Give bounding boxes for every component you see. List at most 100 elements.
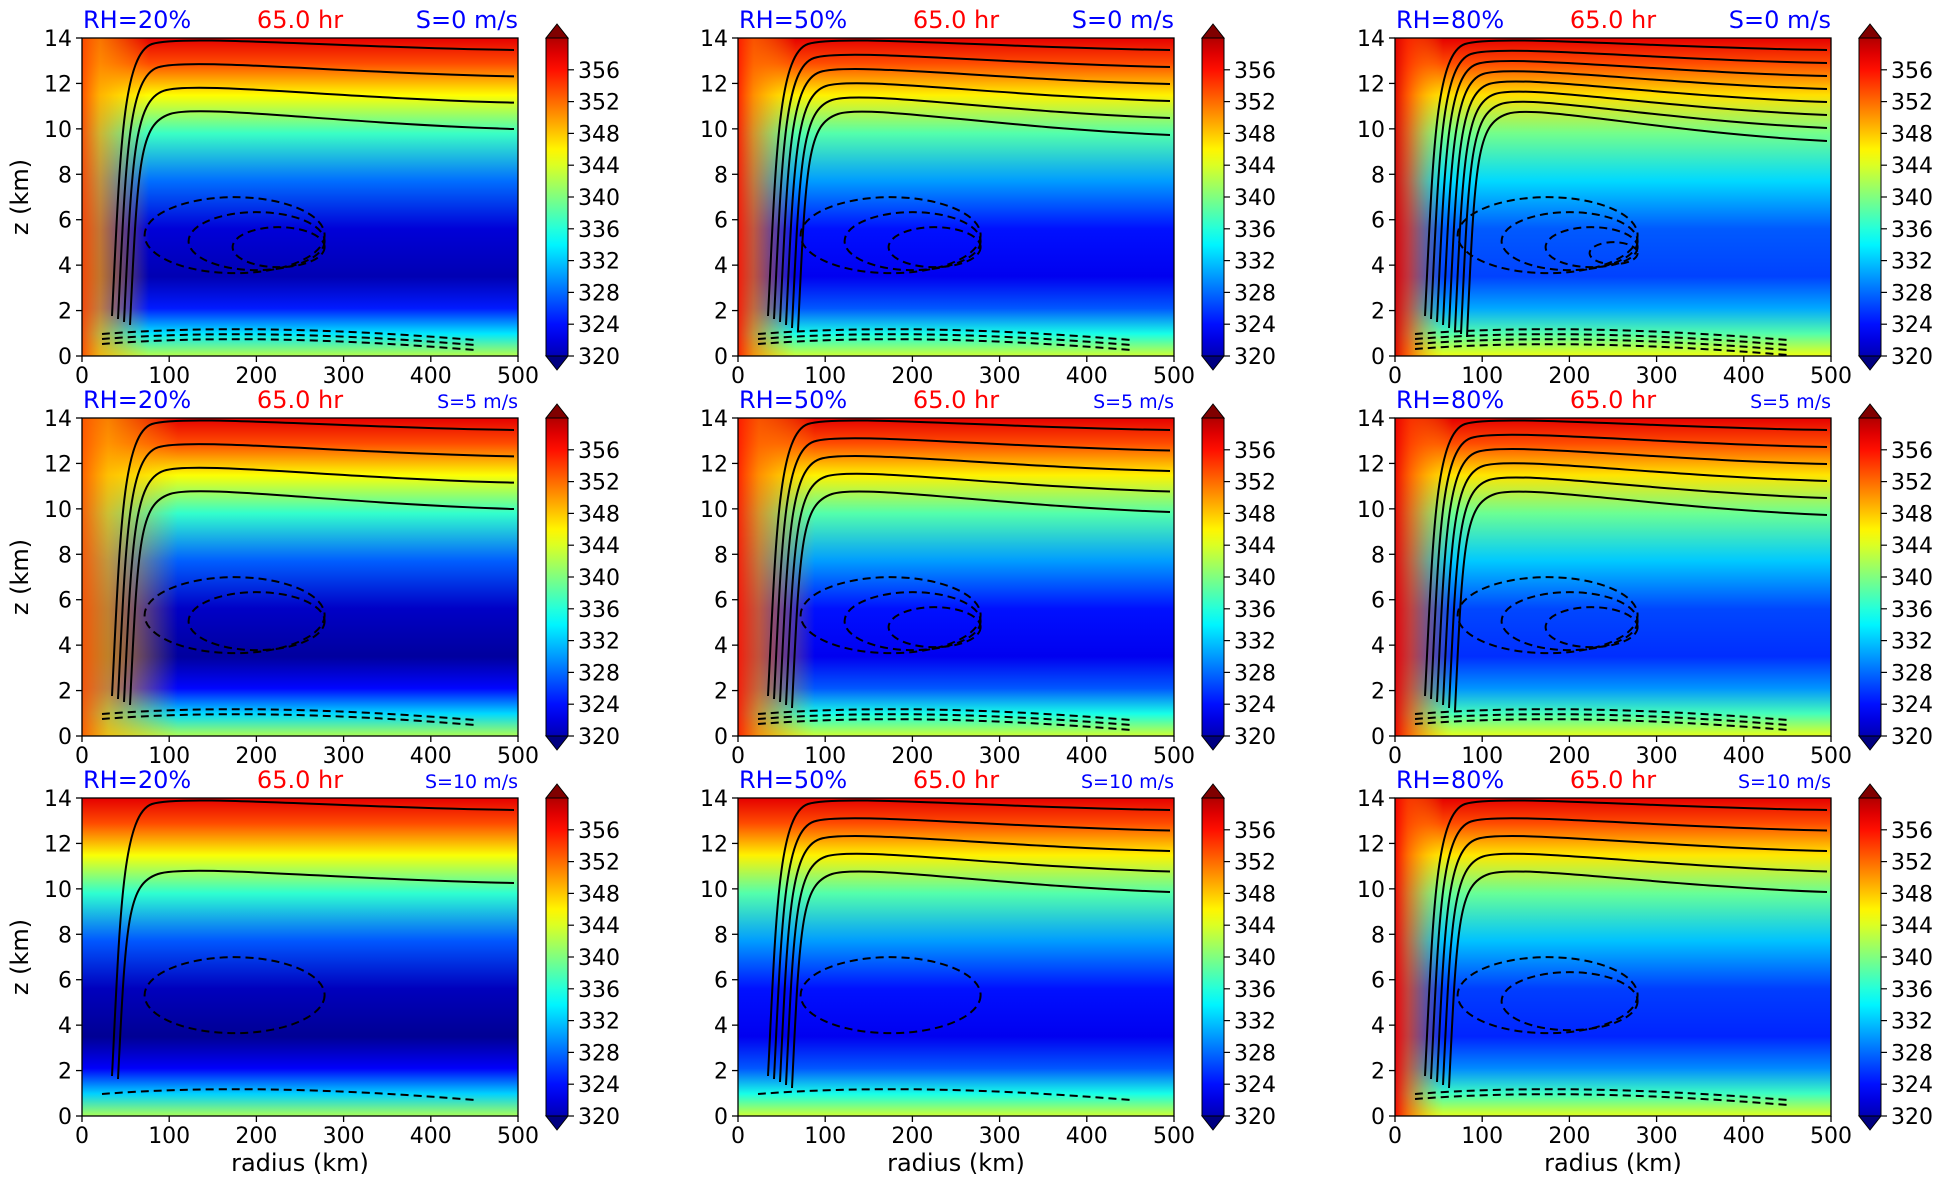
dashed-contour [143, 196, 326, 275]
dashed-contour [101, 713, 475, 726]
dashed-contour [757, 708, 1131, 721]
solid-contour [773, 53, 1171, 320]
colorbar-tick-label: 348 [578, 502, 620, 527]
y-tick-label: 0 [714, 725, 728, 750]
solid-contour [1466, 110, 1828, 338]
solid-contour [1448, 870, 1828, 1089]
warm-core [82, 38, 518, 356]
y-tick-label: 8 [1371, 163, 1385, 188]
dashed-contour [1456, 196, 1639, 275]
dashed-contour [799, 956, 982, 1035]
solid-contour [1442, 70, 1828, 326]
y-axis-label: z (km) [6, 159, 34, 235]
y-tick-label: 8 [1371, 543, 1385, 568]
solid-contour [1448, 476, 1828, 709]
x-tick-label: 0 [75, 744, 89, 769]
colorbar-tick-label: 352 [578, 851, 620, 876]
dashed-contour [1544, 606, 1639, 649]
dashed-contour [101, 1088, 475, 1101]
colorbar-fill [546, 798, 568, 1116]
colorbar-tick-label: 332 [1891, 630, 1933, 655]
colorbar-tick-label: 340 [1234, 566, 1276, 591]
solid-contour [117, 869, 515, 1080]
colorbar-tick-label: 324 [1891, 1073, 1933, 1098]
colorbar-fill [546, 38, 568, 356]
y-tick-label: 12 [700, 72, 728, 97]
dashed-contour [1414, 333, 1788, 346]
shear-label: S=5 m/s [1750, 391, 1831, 413]
y-tick-label: 10 [44, 498, 72, 523]
dashed-contour [187, 211, 326, 272]
colorbar-tick-label: 340 [1234, 946, 1276, 971]
dashed-contour [757, 338, 1131, 351]
colorbar-extend-min [544, 735, 570, 751]
solid-contour [1430, 49, 1828, 320]
colorbar-tick-label: 344 [1234, 154, 1276, 179]
time-label: 65.0 hr [913, 766, 999, 794]
solid-contour [1424, 419, 1828, 697]
x-tick-label: 0 [75, 1124, 89, 1149]
colorbar-tick-label: 344 [578, 914, 620, 939]
y-tick-label: 4 [1371, 634, 1385, 659]
dashed-contour [101, 338, 475, 351]
colorbar-tick-label: 344 [1234, 914, 1276, 939]
solid-contour [773, 437, 1171, 700]
y-tick-label: 0 [714, 1105, 728, 1130]
x-tick-label: 400 [1066, 364, 1108, 389]
y-tick-label: 12 [700, 452, 728, 477]
colorbar-tick-label: 340 [1891, 186, 1933, 211]
colorbar-tick-label: 332 [578, 250, 620, 275]
colorbar-extend-max [1857, 783, 1883, 799]
x-tick-label: 100 [804, 1124, 846, 1149]
colorbar-extend-max [544, 403, 570, 419]
y-tick-label: 12 [1357, 72, 1385, 97]
x-tick-label: 0 [731, 744, 745, 769]
colorbar: 320 324 328 332 336 340 344 348 352 356 [1857, 23, 1933, 371]
y-tick-label: 2 [58, 680, 72, 705]
colorbar: 320 324 328 332 336 340 344 348 352 356 [1857, 403, 1933, 751]
colorbar-tick-label: 324 [578, 693, 620, 718]
rh-label: RH=50% [739, 386, 847, 414]
dashed-contour [101, 333, 475, 346]
colorbar-tick-label: 352 [1891, 851, 1933, 876]
y-tick-label: 14 [700, 27, 728, 52]
dashed-contour [1588, 241, 1639, 266]
rh-label: RH=20% [83, 386, 191, 414]
time-label: 65.0 hr [913, 6, 999, 34]
colorbar-tick-label: 328 [1234, 661, 1276, 686]
y-tick-label: 10 [1357, 878, 1385, 903]
colorbar-tick-label: 336 [578, 218, 620, 243]
colorbar-tick-label: 328 [578, 281, 620, 306]
solid-contour [1460, 100, 1828, 335]
y-tick-label: 14 [1357, 407, 1385, 432]
solid-contour [123, 466, 515, 703]
colorbar-tick-label: 344 [578, 534, 620, 559]
dashed-contour [1544, 226, 1639, 269]
colorbar-tick-label: 340 [1234, 186, 1276, 211]
colorbar-tick-label: 352 [1234, 851, 1276, 876]
y-tick-label: 6 [714, 209, 728, 234]
dashed-contour [1500, 591, 1639, 652]
y-tick-label: 14 [44, 407, 72, 432]
colorbar-extend-min [544, 355, 570, 371]
panel: 0 100 200 300 400 500 0 2 4 6 8 10 12 14 z (km) RH=20% 6… [6, 386, 620, 769]
time-label: 65.0 hr [257, 386, 343, 414]
solid-contour [117, 443, 515, 700]
solid-contour [1436, 835, 1828, 1083]
solid-contour [1448, 80, 1828, 329]
y-tick-label: 14 [44, 787, 72, 812]
x-tick-label: 100 [148, 744, 190, 769]
colorbar-tick-label: 320 [578, 725, 620, 750]
dashed-contour [1414, 343, 1788, 356]
x-tick-label: 200 [891, 364, 933, 389]
dashed-contour [843, 591, 982, 652]
rh-label: RH=50% [739, 766, 847, 794]
dashed-contour [757, 718, 1131, 731]
dashed-contour [1456, 956, 1639, 1035]
colorbar-tick-label: 340 [578, 186, 620, 211]
colorbar-tick-label: 332 [1891, 250, 1933, 275]
y-tick-label: 14 [44, 27, 72, 52]
dashed-contour [887, 606, 982, 649]
colorbar-fill [1859, 38, 1881, 356]
x-tick-label: 400 [1066, 1124, 1108, 1149]
